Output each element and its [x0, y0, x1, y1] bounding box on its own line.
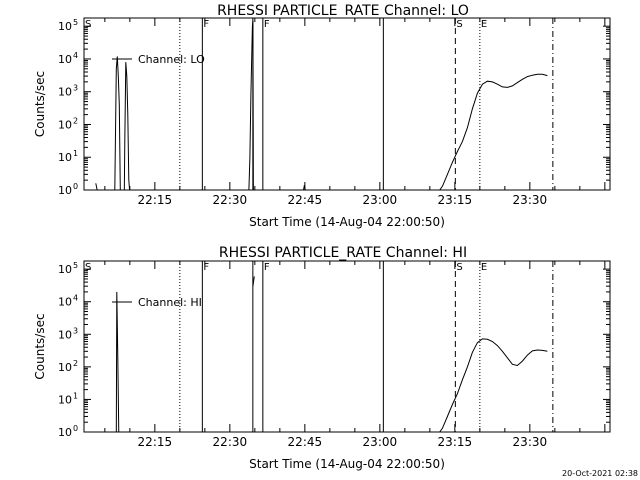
y-tick-label: 10: [58, 393, 72, 406]
y-tick-exponent: 3: [73, 326, 78, 335]
event-label-S: S: [456, 262, 462, 273]
series-segment: [95, 183, 98, 190]
y-tick-label: 10: [58, 361, 72, 374]
x-tick-label: 23:30: [513, 435, 548, 449]
event-label-E: E: [481, 262, 487, 273]
y-axis-label: Counts/sec: [33, 71, 47, 137]
y-tick-label: 10: [58, 296, 72, 309]
y-tick-exponent: 1: [73, 391, 78, 400]
plot-frame: [83, 17, 611, 191]
event-label-S-start: S: [85, 19, 91, 30]
x-tick-label: 23:15: [438, 435, 473, 449]
y-tick-exponent: 1: [73, 149, 78, 158]
x-tick-label: 23:00: [363, 193, 398, 207]
x-tick-label: 22:15: [138, 435, 173, 449]
y-tick-exponent: 5: [73, 261, 78, 270]
x-tick-label: 22:45: [288, 193, 323, 207]
x-tick-label: 22:30: [213, 435, 248, 449]
series-segment: [439, 73, 548, 190]
y-tick-exponent: 4: [73, 51, 78, 60]
y-tick-label: 10: [58, 263, 72, 276]
chart-title: RHESSI PARTICLE_RATE Channel: HI: [219, 245, 467, 261]
y-tick-exponent: 4: [73, 294, 78, 303]
series-segment: [114, 56, 121, 190]
series-segment: [248, 20, 254, 190]
event-label-S: S: [456, 19, 462, 30]
series-segment: [252, 276, 255, 287]
y-tick-label: 10: [58, 53, 72, 66]
legend-label: Channel: HI: [138, 296, 202, 309]
y-tick-label: 10: [58, 118, 72, 131]
y-axis-label: Counts/sec: [33, 313, 47, 379]
y-tick-exponent: 0: [73, 424, 78, 433]
y-tick-exponent: 5: [73, 18, 78, 27]
y-tick-label: 10: [58, 184, 72, 197]
y-tick-label: 10: [58, 328, 72, 341]
event-label-E: E: [481, 19, 487, 30]
y-tick-label: 10: [58, 86, 72, 99]
x-tick-label: 23:30: [513, 193, 548, 207]
x-tick-label: 23:15: [438, 193, 473, 207]
x-axis-label: Start Time (14-Aug-04 22:00:50): [249, 215, 445, 229]
series-segment: [123, 62, 131, 190]
series-segment: [439, 338, 548, 432]
x-tick-label: 23:00: [363, 435, 398, 449]
y-tick-exponent: 2: [73, 116, 78, 125]
y-tick-exponent: 0: [73, 182, 78, 191]
y-tick-exponent: 3: [73, 84, 78, 93]
plot-frame: [83, 260, 611, 433]
series-segment: [302, 185, 306, 190]
event-label-F: F: [264, 19, 270, 30]
event-label-F: F: [203, 19, 209, 30]
x-tick-label: 22:30: [213, 193, 248, 207]
series-segment: [115, 291, 120, 432]
event-label-F: F: [203, 262, 209, 273]
y-tick-label: 10: [58, 151, 72, 164]
x-tick-label: 22:45: [288, 435, 323, 449]
y-tick-label: 10: [58, 20, 72, 33]
y-tick-label: 10: [58, 426, 72, 439]
legend-label: Channel: LO: [138, 53, 205, 66]
chart-title: RHESSI PARTICLE_RATE Channel: LO: [217, 3, 469, 19]
y-tick-exponent: 2: [73, 359, 78, 368]
x-tick-label: 22:15: [138, 193, 173, 207]
x-axis-label: Start Time (14-Aug-04 22:00:50): [249, 457, 445, 471]
footer-timestamp: 20-Oct-2021 02:38: [562, 469, 638, 478]
event-label-S-start: S: [85, 262, 91, 273]
event-label-F: F: [264, 262, 270, 273]
